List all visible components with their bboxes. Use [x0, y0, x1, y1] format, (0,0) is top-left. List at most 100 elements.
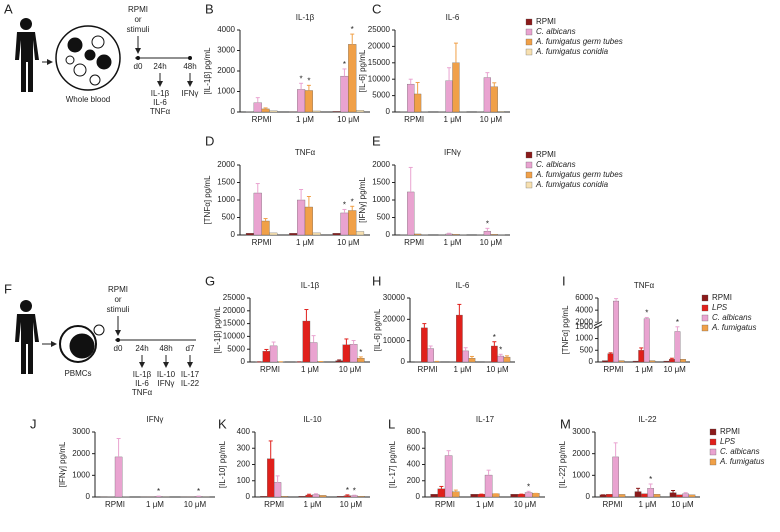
readout: IL-1β [133, 370, 152, 379]
sample-label: PBMCs [64, 369, 91, 378]
panel-letter: L [388, 416, 395, 431]
bar [348, 210, 357, 236]
time-label: 48h [183, 62, 196, 71]
chart-title: IL-17 [476, 415, 495, 424]
x-tick-label: RPMI [404, 238, 424, 247]
y-tick-label: 400 [237, 427, 251, 436]
x-tick-label: RPMI [252, 115, 272, 124]
bar [632, 360, 639, 363]
x-tick-label: RPMI [105, 500, 125, 509]
legend-label: LPS [720, 437, 736, 446]
x-tick-label: 1 μM [444, 238, 462, 247]
significance-mark: * [351, 25, 354, 34]
bar [503, 356, 511, 363]
significance-mark: * [645, 309, 648, 318]
significance-mark: * [346, 486, 349, 495]
significance-mark: * [486, 219, 489, 228]
bar [663, 360, 670, 363]
y-axis-label: [IFNγ] pg/mL [58, 441, 67, 487]
x-tick-label: RPMI [264, 500, 284, 509]
bar [491, 345, 498, 363]
y-tick-label: 1000 [575, 334, 593, 343]
legend-label: C. albicans [712, 313, 752, 322]
panel-letter: B [205, 1, 214, 16]
y-tick-label: 100 [237, 476, 251, 485]
y-tick-label: 0 [241, 357, 246, 366]
readout: IL-6 [153, 98, 167, 107]
bar [304, 90, 313, 113]
legend-label: RPMI [712, 293, 732, 302]
bar [289, 233, 298, 236]
x-tick-label: 1 μM [296, 115, 314, 124]
readout: IL-6 [135, 379, 149, 388]
legend-label: A. fumigatus germ tubes [535, 37, 623, 46]
panel-letter: I [562, 273, 566, 288]
readout: IL-10 [157, 370, 176, 379]
y-tick-label: 5000 [372, 91, 390, 100]
panel-letter: E [372, 133, 381, 148]
bar [357, 358, 365, 363]
legend-swatch [525, 38, 533, 46]
significance-mark: * [351, 197, 354, 206]
x-tick-label: 10 μM [337, 115, 360, 124]
chart-title: IFNγ [147, 415, 164, 424]
bar [298, 496, 306, 498]
x-tick-label: 1 μM [304, 500, 322, 509]
bar [618, 494, 626, 498]
y-tick-label: 500 [580, 345, 594, 354]
x-tick-label: 10 μM [671, 500, 694, 509]
bar [510, 494, 518, 498]
panel-letter: D [205, 133, 214, 148]
x-tick-label: RPMI [603, 500, 623, 509]
chart-title: IFNγ [444, 148, 461, 157]
timepoint [116, 338, 120, 342]
bar [297, 89, 306, 113]
y-tick-label: 0 [386, 230, 391, 239]
bar [668, 359, 675, 363]
bar [497, 355, 504, 363]
y-tick-label: 1000 [372, 195, 390, 204]
condition-label: RPMI [108, 285, 128, 294]
bar [618, 360, 625, 363]
bar [355, 231, 365, 236]
bar [332, 233, 341, 236]
bar [274, 482, 282, 498]
diagram-f: F PBMCs RPMI or stimuli d0 24h IL-1β IL-… [4, 281, 200, 397]
y-axis-label: [IL-17] pg/mL [388, 440, 397, 488]
bar [483, 77, 491, 113]
bar [269, 345, 278, 363]
y-tick-label: 30000 [383, 293, 406, 302]
bar [267, 458, 275, 498]
timepoint [188, 56, 192, 60]
x-tick-label: 10 μM [663, 365, 686, 374]
bar [688, 494, 696, 498]
significance-mark: * [359, 348, 362, 357]
bar [304, 206, 313, 236]
x-tick-label: 10 μM [339, 365, 362, 374]
y-tick-label: 10000 [383, 336, 406, 345]
legend-swatch [701, 324, 709, 332]
bar [340, 212, 349, 236]
x-tick-label: 10 μM [337, 238, 360, 247]
bar [602, 360, 608, 363]
time-label: 24h [135, 344, 148, 353]
bar [312, 110, 321, 113]
significance-mark: * [676, 318, 679, 327]
start-label: d0 [134, 62, 143, 71]
bar [641, 493, 648, 498]
legend-label: C. albicans [720, 447, 760, 456]
y-tick-label: 1000 [217, 87, 235, 96]
bar [269, 110, 278, 113]
y-tick-label: 500 [377, 213, 391, 222]
legend-swatch [709, 428, 717, 436]
x-tick-label: RPMI [404, 115, 424, 124]
readout: IL-1β [151, 89, 170, 98]
bar [452, 234, 460, 236]
y-tick-label: 0 [231, 230, 236, 239]
condition-label: RPMI [128, 5, 148, 14]
bar [302, 320, 311, 363]
y-tick-label: 20000 [368, 42, 391, 51]
bar [414, 233, 422, 236]
bar [452, 491, 460, 498]
significance-mark: * [527, 482, 530, 491]
